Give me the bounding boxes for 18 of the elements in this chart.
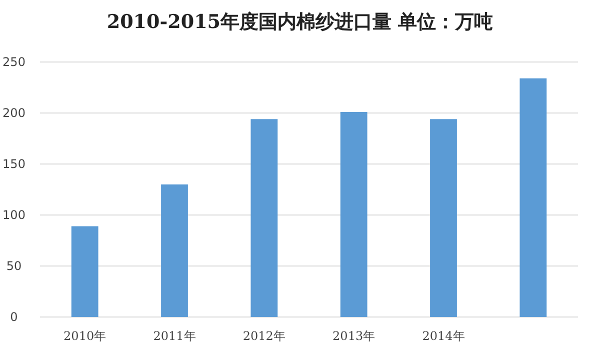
bar xyxy=(71,226,98,317)
y-tick-label: 50 xyxy=(6,259,22,273)
bar xyxy=(520,78,547,317)
x-tick-label: 2012年 xyxy=(242,329,286,343)
y-tick-label: 250 xyxy=(2,55,26,69)
bar xyxy=(161,184,188,317)
y-tick-label: 200 xyxy=(2,106,26,120)
x-tick-label: 2010年 xyxy=(64,329,106,343)
x-tick-label: 2013年 xyxy=(332,329,376,343)
y-tick-label: 0 xyxy=(10,310,18,324)
bar xyxy=(250,119,278,317)
y-tick-label: 100 xyxy=(2,208,26,222)
bar xyxy=(430,119,457,317)
y-tick-label: 150 xyxy=(2,157,26,171)
bar xyxy=(340,112,368,317)
x-tick-label: 2011年 xyxy=(153,329,196,343)
chart-title: 2010-2015年度国内棉纱进口量 单位：万吨 xyxy=(106,11,494,33)
x-tick-label: 2014年 xyxy=(422,329,465,343)
